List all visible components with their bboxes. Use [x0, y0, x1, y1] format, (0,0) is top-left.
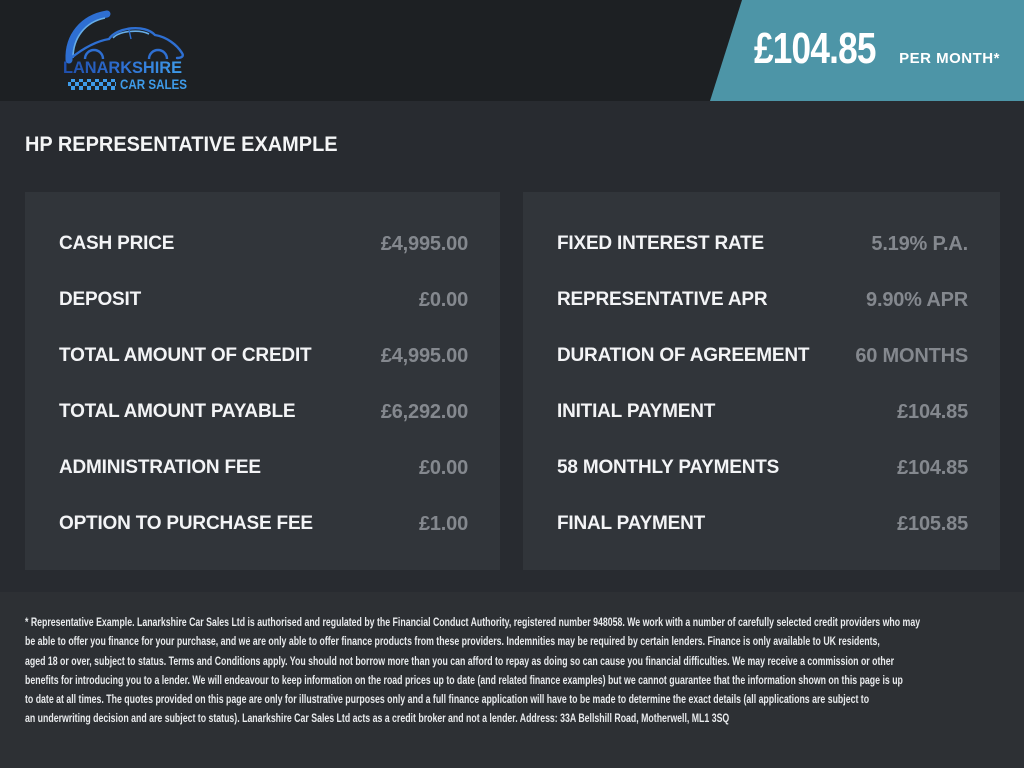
legal-footer: * Representative Example. Lanarkshire Ca… — [0, 592, 1024, 768]
finance-row-value: £0.00 — [418, 288, 468, 311]
finance-row-value: £104.85 — [897, 456, 968, 479]
finance-row-label: DURATION OF AGREEMENT — [557, 345, 810, 366]
finance-row-label: TOTAL AMOUNT OF CREDIT — [59, 345, 312, 366]
finance-row-value: £104.85 — [897, 400, 968, 423]
finance-row-label: 58 MONTHLY PAYMENTS — [557, 457, 780, 478]
finance-row-value: £105.85 — [897, 512, 968, 535]
monthly-price-period: PER MONTH* — [899, 50, 1000, 67]
monthly-price-amount: £104.85 — [754, 24, 876, 73]
finance-row-value: £1.00 — [418, 512, 468, 535]
finance-panel-left: CASH PRICE £4,995.00 DEPOSIT £0.00 TOTAL… — [25, 192, 500, 570]
finance-row-label: FIXED INTEREST RATE — [557, 233, 764, 254]
finance-row-label: INITIAL PAYMENT — [557, 401, 716, 422]
finance-row: DURATION OF AGREEMENT 60 MONTHS — [557, 328, 968, 384]
finance-row-label: DEPOSIT — [59, 289, 142, 310]
finance-row: DEPOSIT £0.00 — [59, 272, 468, 328]
finance-panel-right: FIXED INTEREST RATE 5.19% P.A. REPRESENT… — [523, 192, 1000, 570]
legal-text-line: benefits for introducing you to a lender… — [25, 672, 903, 687]
dealer-logo[interactable]: LANARKSHIRE CAR SALES — [55, 6, 190, 98]
page-title: HP REPRESENTATIVE EXAMPLE — [25, 133, 338, 156]
finance-row-label: OPTION TO PURCHASE FEE — [59, 513, 313, 534]
svg-text:LANARKSHIRE: LANARKSHIRE — [63, 58, 182, 77]
finance-row: FIXED INTEREST RATE 5.19% P.A. — [557, 216, 968, 272]
finance-row: ADMINISTRATION FEE £0.00 — [59, 440, 468, 496]
finance-row-value: 9.90% APR — [866, 288, 968, 311]
finance-row-value: 5.19% P.A. — [871, 232, 968, 255]
finance-row-value: £4,995.00 — [380, 232, 468, 255]
legal-text-line: aged 18 or over, subject to status. Term… — [25, 653, 895, 668]
finance-row: INITIAL PAYMENT £104.85 — [557, 384, 968, 440]
finance-row: TOTAL AMOUNT PAYABLE £6,292.00 — [59, 384, 468, 440]
finance-row: TOTAL AMOUNT OF CREDIT £4,995.00 — [59, 328, 468, 384]
finance-row: 58 MONTHLY PAYMENTS £104.85 — [557, 440, 968, 496]
finance-row-value: £4,995.00 — [380, 344, 468, 367]
finance-row-value: £0.00 — [418, 456, 468, 479]
header-bar: LANARKSHIRE CAR SALES £104.85 PER MONTH* — [0, 0, 1024, 101]
legal-text-line: * Representative Example. Lanarkshire Ca… — [25, 615, 921, 629]
finance-row-label: TOTAL AMOUNT PAYABLE — [59, 401, 296, 422]
finance-row-label: ADMINISTRATION FEE — [59, 457, 261, 478]
legal-text-line: an underwriting decision and are subject… — [25, 711, 730, 726]
finance-row-label: CASH PRICE — [59, 233, 175, 254]
legal-text-line: be able to offer you finance for your pu… — [25, 634, 880, 649]
car-logo-icon: LANARKSHIRE CAR SALES — [63, 10, 187, 92]
legal-text-line: to date at all times. The quotes provide… — [25, 692, 870, 707]
finance-row: FINAL PAYMENT £105.85 — [557, 496, 968, 552]
finance-row-value: £6,292.00 — [380, 400, 468, 423]
finance-row-label: REPRESENTATIVE APR — [557, 289, 768, 310]
finance-row: REPRESENTATIVE APR 9.90% APR — [557, 272, 968, 328]
finance-row-label: FINAL PAYMENT — [557, 513, 706, 534]
monthly-price-banner: £104.85 PER MONTH* — [710, 0, 1024, 101]
finance-row: OPTION TO PURCHASE FEE £1.00 — [59, 496, 468, 552]
svg-text:CAR SALES: CAR SALES — [120, 76, 187, 92]
finance-row: CASH PRICE £4,995.00 — [59, 216, 468, 272]
finance-row-value: 60 MONTHS — [855, 344, 968, 367]
